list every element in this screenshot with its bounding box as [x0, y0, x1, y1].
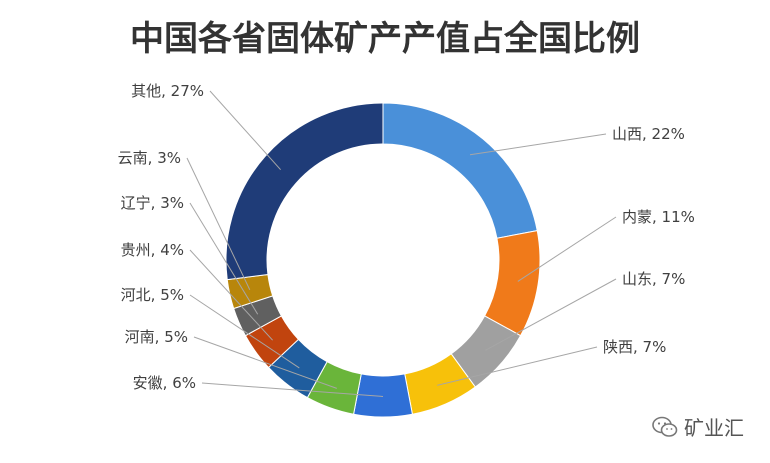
label-山东: 山东, 7%: [622, 270, 685, 288]
label-山西: 山西, 22%: [612, 125, 685, 143]
slice-其他: [225, 102, 384, 281]
slice-安徽: [352, 373, 414, 418]
donut-slices: [225, 102, 541, 418]
label-其他: 其他, 27%: [131, 82, 204, 100]
label-河南: 河南, 5%: [125, 328, 188, 346]
watermark-text: 矿业汇: [684, 416, 744, 440]
slice-山西: [382, 102, 538, 239]
leader-河北: [189, 294, 300, 369]
wechat-icon: [652, 416, 678, 437]
leader-lines: [186, 90, 617, 397]
label-陕西: 陕西, 7%: [603, 338, 666, 356]
leader-辽宁: [189, 202, 259, 315]
leader-其他: [209, 90, 281, 171]
slice-labels: 山西, 22% 内蒙, 11% 山东, 7% 陕西, 7% 安徽, 6% 河南, 5% 河北…: [118, 82, 695, 392]
leader-陕西: [437, 346, 598, 386]
watermark: 矿业汇: [652, 412, 744, 441]
chart-title: 中国各省固体矿产产值占全国比例: [130, 19, 640, 59]
label-河北: 河北, 5%: [121, 286, 184, 304]
label-贵州: 贵州, 4%: [121, 241, 184, 259]
leader-河南: [193, 336, 337, 389]
label-内蒙: 内蒙, 11%: [622, 208, 695, 226]
leader-内蒙: [517, 216, 617, 282]
leader-云南: [186, 157, 251, 291]
label-安徽: 安徽, 6%: [133, 374, 196, 392]
leader-安徽: [201, 382, 384, 397]
label-辽宁: 辽宁, 3%: [121, 194, 184, 212]
leader-山东: [485, 278, 617, 351]
leader-贵州: [189, 249, 273, 341]
label-云南: 云南, 3%: [118, 149, 181, 167]
leader-山西: [469, 133, 607, 156]
